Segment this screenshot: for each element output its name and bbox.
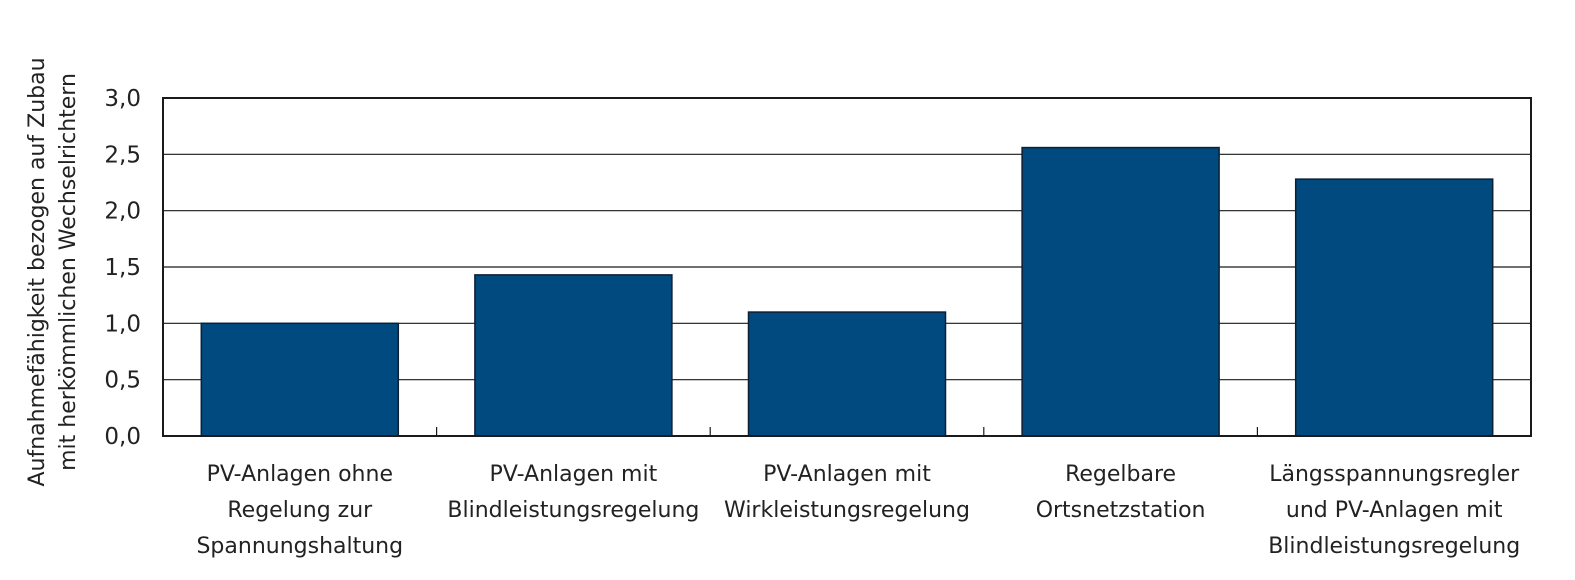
y-axis-label-line-1: Aufnahmefähigkeit bezogen auf Zubau [25, 57, 50, 486]
x-category-label-line: PV-Anlagen mit [490, 462, 658, 487]
x-category-label-line: Spannungshaltung [196, 534, 403, 559]
bar [1021, 146, 1220, 437]
y-axis-label: Aufnahmefähigkeit bezogen auf Zubau mit … [25, 57, 81, 486]
x-tick-marks [436, 427, 1259, 436]
y-tick-label: 2,0 [104, 199, 141, 225]
x-category-label-line: und PV-Anlagen mit [1286, 498, 1503, 523]
x-category-label-line: Regelbare [1065, 462, 1176, 487]
y-tick-label: 0,0 [104, 424, 141, 450]
x-category-labels: PV-Anlagen ohne Regelung zur Spannungshalt… [196, 462, 1520, 559]
y-tick-labels: 0,0 0,5 1,0 1,5 2,0 2,5 3,0 [104, 86, 141, 450]
x-category-label-line: Blindleistungsregelung [1268, 534, 1520, 559]
y-tick-label: 3,0 [104, 86, 141, 112]
plot-area-frame [162, 97, 1532, 437]
x-category-label-line: Ortsnetzstation [1036, 498, 1206, 523]
x-category-label-line: Wirkleistungsregelung [724, 498, 970, 523]
x-category-label-line: Längsspannungsregler [1269, 462, 1520, 487]
x-category-label-line: PV-Anlagen mit [763, 462, 931, 487]
x-category-label-line: Regelung zur [227, 498, 373, 523]
bars [200, 146, 1494, 437]
y-tick-label: 2,5 [104, 142, 141, 168]
bar [1294, 178, 1494, 437]
y-tick-label: 1,5 [104, 255, 141, 281]
x-category-label-line: PV-Anlagen ohne [207, 462, 393, 487]
bar [747, 311, 947, 437]
bar [200, 322, 400, 437]
y-tick-label: 0,5 [104, 368, 141, 394]
x-category-label-line: Blindleistungsregelung [447, 498, 699, 523]
bar [474, 274, 673, 437]
y-axis-label-line-2: mit herkömmlichen Wechselrichtern [56, 73, 81, 471]
y-tick-label: 1,0 [104, 311, 141, 337]
